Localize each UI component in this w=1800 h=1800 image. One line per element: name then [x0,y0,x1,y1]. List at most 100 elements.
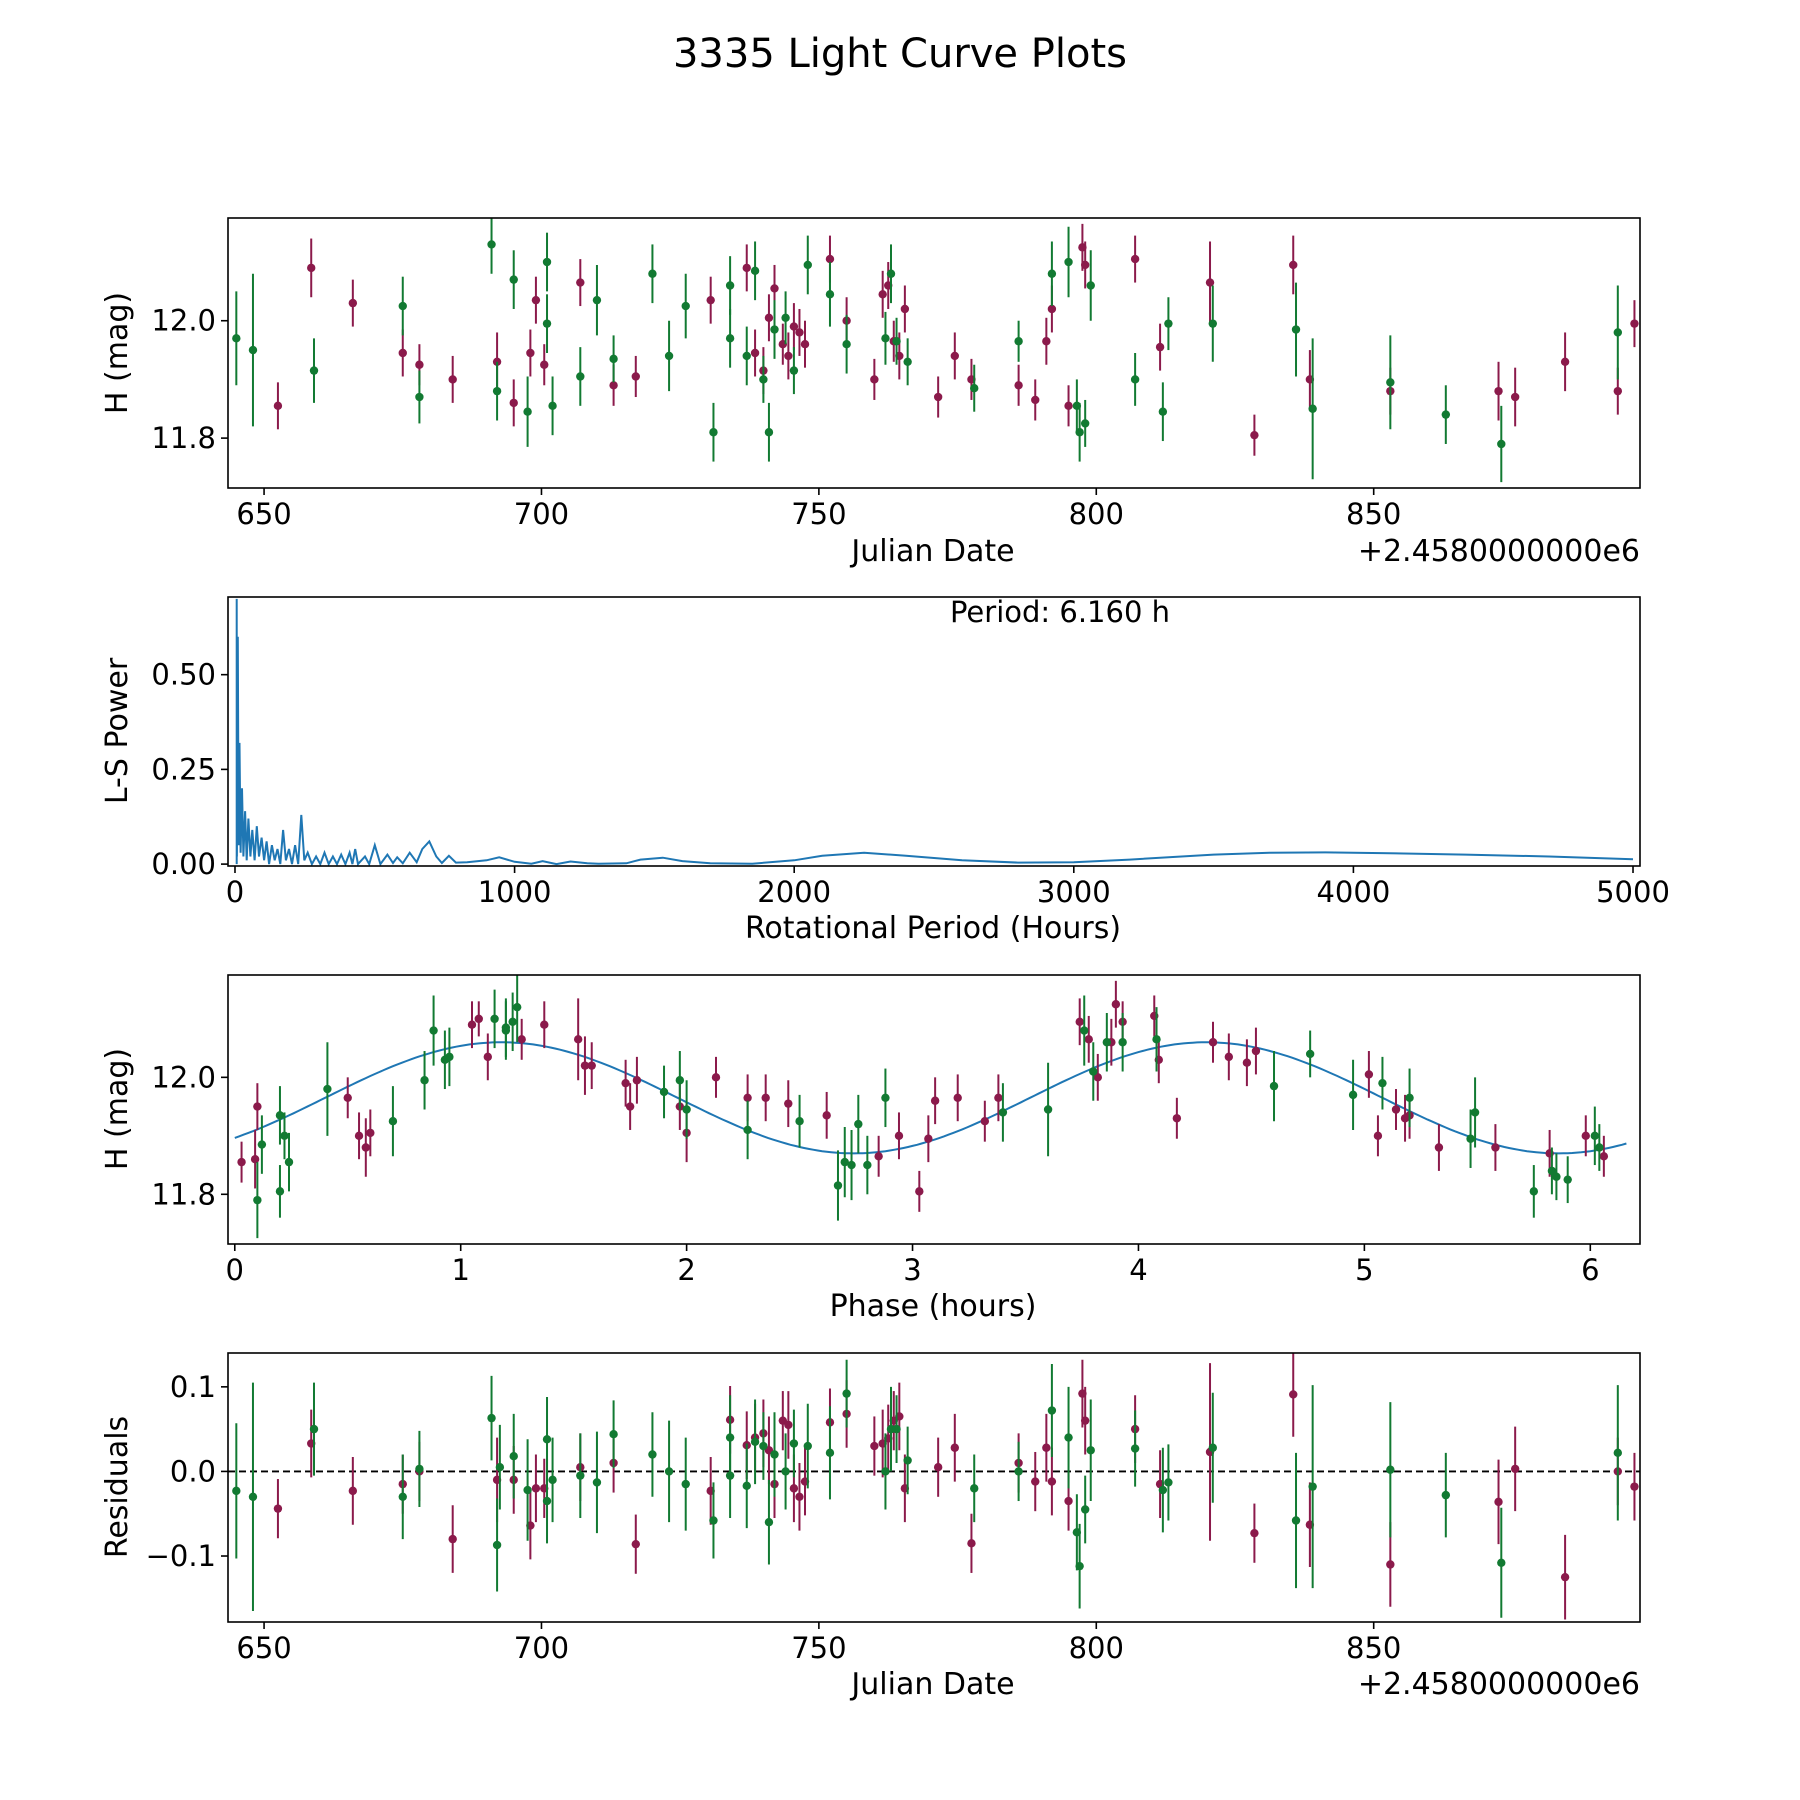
filter-red-point [761,1093,770,1103]
x-tick-label: 4 [1129,1253,1147,1287]
filter-green-point [781,1467,790,1476]
filter-green-point [1386,378,1395,387]
filter-green-point [1089,1067,1098,1076]
filter-green-point [886,269,896,278]
filter-green-point [664,1467,674,1476]
filter-green-point [1590,1131,1600,1141]
filter-green-point [1291,325,1301,334]
filter-red-point [764,313,774,322]
filter-green-point [1547,1166,1557,1176]
filter-green-point [847,1160,856,1170]
filter-green-point [592,1478,602,1487]
filter-green-point [1064,257,1073,267]
filter-green-point [1080,419,1090,428]
filter-red-point [1084,1035,1093,1044]
x-tick-label: 4000 [1316,875,1390,909]
filter-red-point [307,263,316,273]
filter-red-point [467,1020,477,1029]
filter-green-point [309,1424,319,1434]
filter-red-point [348,298,358,308]
periodogram-plot-area [235,598,1634,866]
light-curve-xlabel: Julian Date [849,534,1014,569]
x-tick-label: 800 [1069,1631,1124,1665]
filter-red-point [933,392,943,402]
filter-red-point [492,357,502,367]
filter-green-point [1047,269,1057,278]
light-curve-ylabel: H (mag) [100,292,135,414]
filter-green-point [681,301,690,311]
filter-red-point [770,284,779,293]
filter-red-point [1510,392,1520,402]
filter-red-point [743,1093,752,1103]
filter-green-point [1470,1108,1480,1117]
ls-power-line [235,598,1634,866]
filter-green-point [1080,1505,1090,1514]
filter-green-point [232,334,241,343]
filter-green-point [523,407,532,416]
filter-green-point [490,1014,499,1024]
residuals-xlabel: Julian Date [849,1667,1014,1702]
x-tick-label: 0 [226,1253,244,1287]
filter-red-point [517,1035,526,1044]
filter-green-point [1386,1465,1395,1474]
filter-green-point [863,1160,872,1170]
filter-red-point [253,1102,262,1111]
filter-green-point [789,366,799,375]
y-tick-label: 12.0 [151,304,216,338]
filter-red-point [1581,1131,1590,1141]
filter-green-point [770,1450,779,1459]
filter-green-point [257,1140,267,1149]
filter-red-point [1075,1017,1084,1026]
filter-red-point [1242,1058,1252,1067]
filter-red-point [361,1143,371,1152]
filter-red-point [784,1099,793,1108]
filter-green-point [501,1026,511,1035]
filter-green-point [576,1471,585,1480]
filter-green-point [664,351,674,361]
x-tick-label: 2 [677,1253,695,1287]
filter-green-point [1014,1467,1023,1476]
filter-green-point [725,1433,735,1442]
filter-red-point [1031,1477,1040,1486]
filter-red-point [950,1443,960,1452]
filter-red-point [1031,395,1040,405]
filter-green-point [998,1108,1008,1117]
filter-red-point [1630,319,1639,328]
filter-green-point [842,1389,851,1398]
filter-green-point [388,1116,398,1126]
filter-red-point [474,1014,483,1024]
filter-green-point [1552,1172,1561,1181]
x-tick-label: 2000 [757,875,831,909]
filter-red-point [1510,1464,1520,1474]
filter-green-point [742,1481,751,1491]
filter-red-point [621,1078,630,1088]
filter-red-point [924,1134,933,1143]
filter-red-point [933,1462,943,1472]
filter-green-point [803,1441,812,1451]
filter-green-point [881,1467,890,1476]
filter-red-point [950,351,960,361]
filter-red-point [789,322,799,331]
filter-green-point [609,1430,618,1439]
filter-green-point [1497,439,1506,449]
y-tick-label: 11.8 [151,421,216,455]
filter-red-point [509,398,518,408]
filter-green-point [509,1452,518,1461]
filter-green-point [1613,1448,1623,1458]
filter-red-point [784,351,793,361]
periodogram-panel: 0 1000 2000 3000 4000 5000 0.00 0.25 0.50 [151,596,1670,909]
filter-red-point [706,295,715,305]
x-tick-label: 850 [1346,1631,1401,1665]
filter-green-point [275,1111,285,1120]
filter-red-point [1042,1443,1051,1452]
filter-green-point [682,1105,691,1114]
periodogram-ylabel: L-S Power [100,657,135,804]
filter-red-point [625,1102,635,1111]
filter-red-point [354,1131,364,1141]
filter-green-point [1164,1478,1173,1487]
x-tick-label: 700 [514,497,569,531]
x-tick-label: 700 [514,1631,569,1665]
filter-green-point [1441,1490,1451,1500]
phased-curve-frame [227,974,1641,1245]
filter-red-point [967,1539,976,1548]
